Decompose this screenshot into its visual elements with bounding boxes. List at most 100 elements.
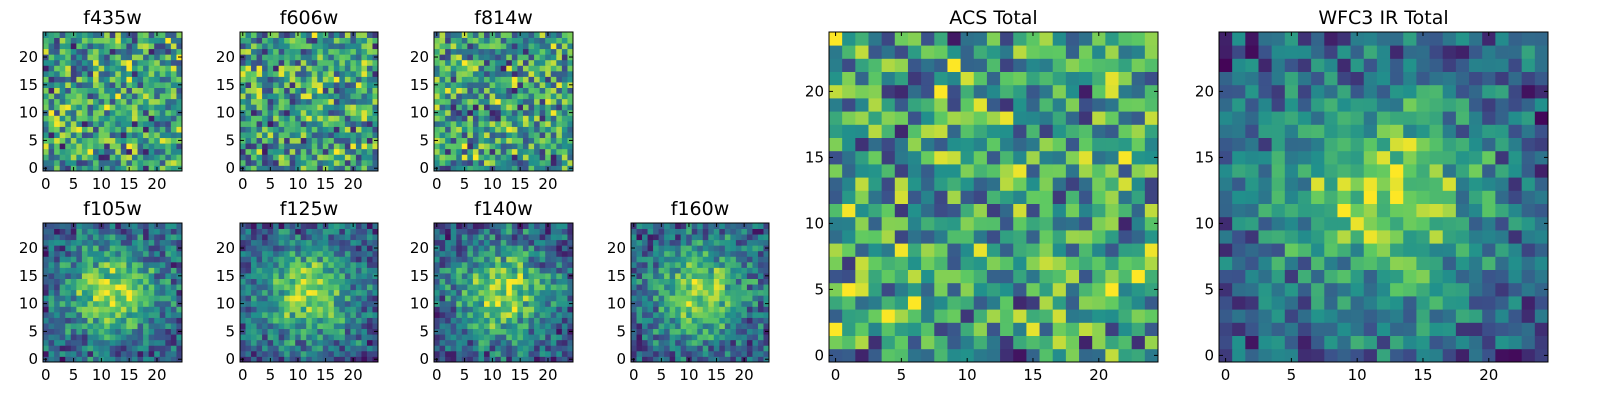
heatmap-cell <box>730 256 737 263</box>
heatmap-cell <box>724 245 731 252</box>
heatmap-cell <box>54 345 61 352</box>
heatmap-cell <box>472 104 479 111</box>
heatmap-cell <box>631 306 637 313</box>
heatmap-cell <box>691 334 698 341</box>
heatmap-cell <box>317 109 324 116</box>
heatmap-cell <box>93 126 99 133</box>
heatmap-cell <box>267 311 274 318</box>
heatmap-cell <box>48 261 55 268</box>
heatmap-cell <box>322 148 329 155</box>
heatmap-cell <box>170 148 177 155</box>
heatmap-cell <box>842 243 856 257</box>
heatmap-cell <box>456 267 463 274</box>
heatmap-cell <box>98 295 105 302</box>
heatmap-cell <box>986 335 1001 350</box>
heatmap-cell <box>165 37 172 44</box>
heatmap-cell <box>115 32 122 38</box>
heatmap-cell <box>500 261 507 268</box>
heatmap-cell <box>317 54 324 61</box>
heatmap-cell <box>550 109 557 116</box>
heatmap-cell <box>708 284 715 291</box>
heatmap-cell <box>534 306 541 313</box>
heatmap-cell <box>366 59 373 66</box>
heatmap-cell <box>273 256 280 263</box>
heatmap-cell <box>561 245 568 252</box>
heatmap-cell <box>434 278 440 285</box>
heatmap-cell <box>757 261 764 268</box>
heatmap-cell <box>131 70 138 77</box>
heatmap-cell <box>664 278 671 285</box>
heatmap-cell <box>658 239 665 246</box>
heatmap-cell <box>350 126 357 133</box>
heatmap-cell <box>262 132 268 139</box>
heatmap-cell <box>642 256 648 263</box>
heatmap-cell <box>556 239 563 246</box>
heatmap-cell <box>273 126 280 133</box>
heatmap-cell <box>489 70 496 77</box>
heatmap-cell <box>752 289 759 296</box>
heatmap-cell <box>256 284 263 291</box>
heatmap-cell <box>322 234 329 241</box>
heatmap-cell <box>284 345 291 352</box>
heatmap-cell <box>500 350 507 357</box>
heatmap-cell <box>70 126 77 133</box>
heatmap-cell <box>752 328 759 335</box>
heatmap-cell <box>328 143 335 150</box>
heatmap-cell <box>98 345 105 352</box>
heatmap-cell <box>306 295 313 302</box>
heatmap-cell <box>262 356 268 363</box>
heatmap-cell <box>43 37 49 44</box>
heatmap-cell <box>735 311 742 318</box>
heatmap-cell <box>284 256 291 263</box>
heatmap-cell <box>528 43 535 50</box>
heatmap-cell <box>642 261 648 268</box>
heatmap-cell <box>561 143 568 150</box>
heatmap-cell <box>461 239 468 246</box>
heatmap-cell <box>445 65 452 72</box>
heatmap-cell <box>289 250 296 257</box>
heatmap-cell <box>517 278 524 285</box>
heatmap-cell <box>550 239 557 246</box>
heatmap-cell <box>267 109 274 116</box>
heatmap-cell <box>104 115 111 122</box>
heatmap-cell <box>159 317 166 324</box>
heatmap-cell <box>131 93 138 100</box>
heatmap-cell <box>93 306 99 313</box>
heatmap-cell <box>120 82 127 88</box>
heatmap-cell <box>131 143 138 150</box>
heatmap-cell <box>1052 348 1067 363</box>
heatmap-cell <box>339 126 346 133</box>
heatmap-cell <box>456 311 463 318</box>
heatmap-cell <box>43 159 49 166</box>
heatmap-cell <box>636 356 643 363</box>
heatmap-cell <box>322 328 329 335</box>
heatmap-cell <box>1092 322 1106 336</box>
heatmap-cell <box>284 165 291 172</box>
heatmap-cell <box>120 273 127 279</box>
heatmap-cell <box>735 273 742 279</box>
heatmap-cell <box>350 98 357 105</box>
heatmap-cell <box>355 115 362 122</box>
heatmap-cell <box>461 284 468 291</box>
heatmap-cell <box>511 317 518 324</box>
heatmap-cell <box>300 356 307 363</box>
heatmap-cell <box>120 76 127 83</box>
heatmap-cell <box>1105 322 1119 336</box>
heatmap-cell <box>456 82 463 88</box>
heatmap-cell <box>539 267 546 274</box>
heatmap-cell <box>339 104 346 111</box>
heatmap-cell <box>59 256 66 263</box>
heatmap-cell <box>137 98 144 105</box>
heatmap-cell <box>561 284 568 291</box>
heatmap-cell <box>1000 190 1014 204</box>
heatmap-cell <box>724 239 731 246</box>
heatmap-cell <box>70 328 77 335</box>
heatmap-cell <box>311 70 318 77</box>
heatmap-cell <box>70 273 77 279</box>
heatmap-cell <box>561 228 568 235</box>
x-tick-label: 10 <box>483 175 502 193</box>
heatmap-cell <box>333 93 340 100</box>
heatmap-cell <box>126 87 133 94</box>
heatmap-cell <box>98 261 105 268</box>
heatmap-cell <box>284 250 291 257</box>
